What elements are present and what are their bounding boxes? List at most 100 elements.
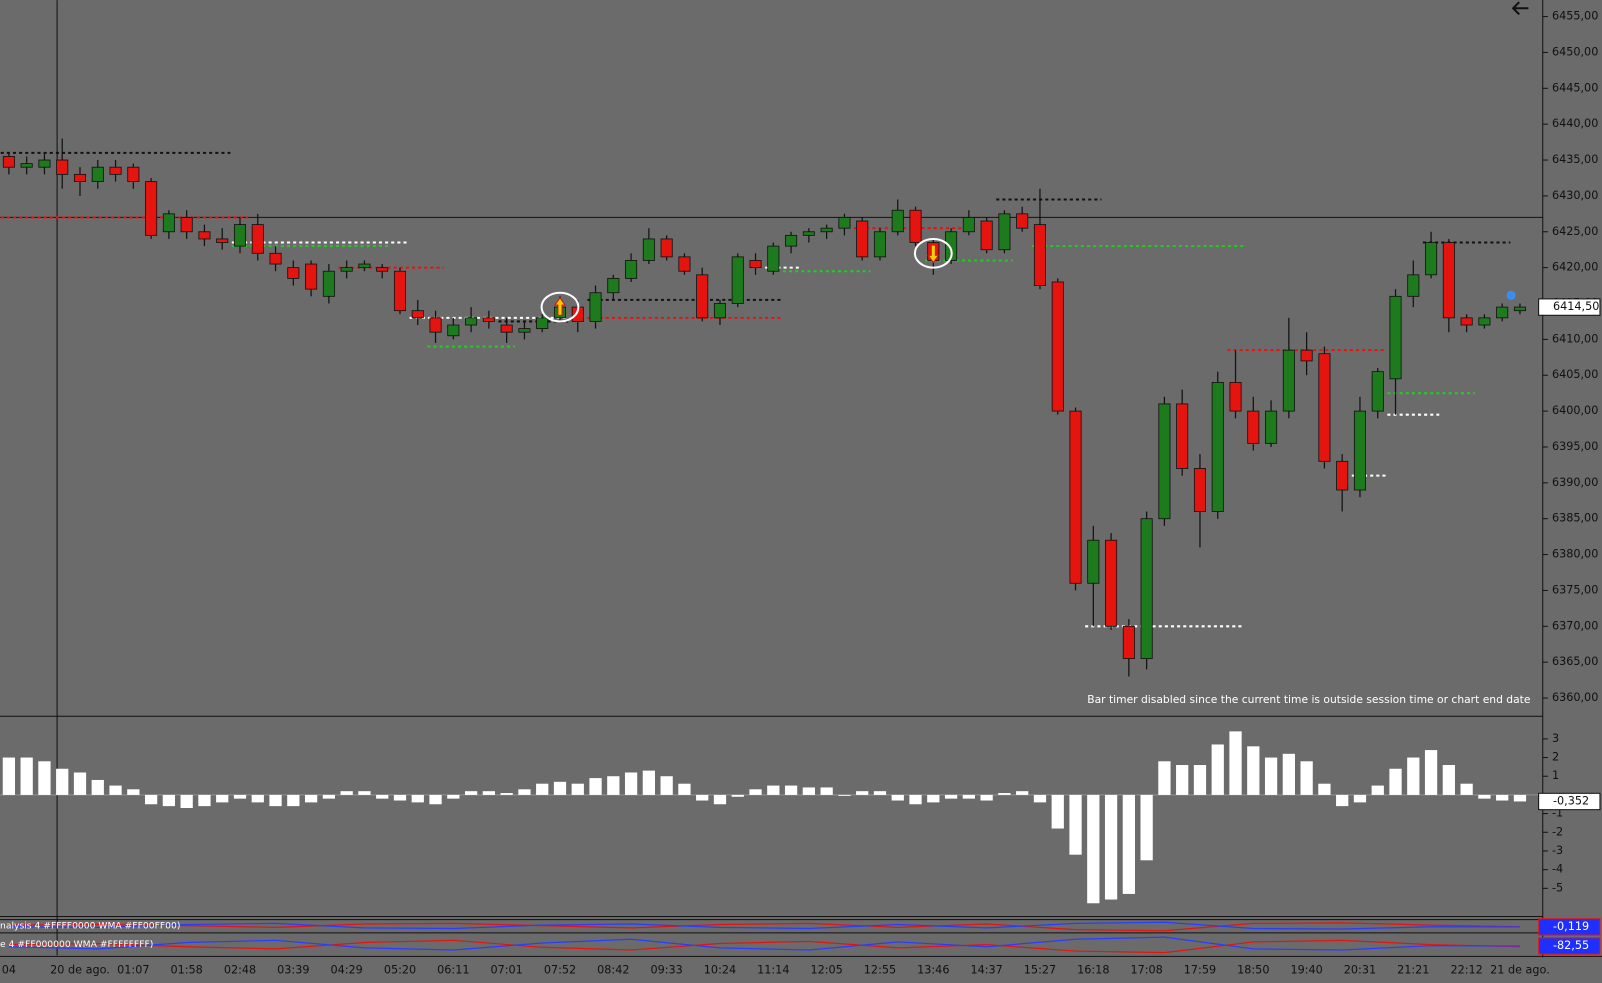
y-tick-label: 6435,00 xyxy=(1552,153,1598,166)
y-tick-label: 6380,00 xyxy=(1552,548,1598,561)
y-tick-label: 6375,00 xyxy=(1552,583,1598,596)
last-value-label: 6414,50 xyxy=(1553,300,1599,313)
histogram-bar xyxy=(1051,794,1064,829)
candle-body xyxy=(980,220,993,251)
last-value-box xyxy=(1538,918,1601,936)
histogram-bar xyxy=(1140,794,1153,861)
candle-body xyxy=(287,267,300,279)
candle-body xyxy=(1318,353,1331,462)
y-tick-label: 6405,00 xyxy=(1552,368,1598,381)
candle-body xyxy=(1176,403,1189,469)
candle-body xyxy=(1229,381,1242,412)
histogram-bar xyxy=(2,757,16,795)
histogram-bar xyxy=(216,794,229,803)
histogram-bar xyxy=(500,793,513,795)
candle-body xyxy=(1478,317,1491,326)
histogram-bar xyxy=(251,794,264,803)
x-tick-label: 12:55 xyxy=(864,964,896,977)
histogram-bar xyxy=(109,785,122,795)
candle-body xyxy=(873,231,887,258)
histogram-bar xyxy=(393,794,407,801)
histogram-bar xyxy=(1264,757,1278,795)
histogram-bar xyxy=(749,789,762,795)
candle-body xyxy=(251,224,264,254)
histogram-bar xyxy=(820,787,833,795)
y-tick-label: 6420,00 xyxy=(1552,261,1598,274)
y-tick-label: -2 xyxy=(1552,825,1563,838)
candle-body xyxy=(1389,295,1402,380)
histogram-bar xyxy=(56,768,69,795)
candle-body xyxy=(945,231,958,261)
y-tick-label: 6365,00 xyxy=(1552,655,1598,668)
x-tick-label: 03:39 xyxy=(277,964,309,977)
histogram-bar xyxy=(1442,765,1455,795)
candle-body xyxy=(802,231,815,236)
x-tick-label: 10:24 xyxy=(704,964,736,977)
candle-body xyxy=(749,260,762,269)
histogram-bar xyxy=(411,794,424,803)
candle-body xyxy=(376,267,389,272)
histogram-bar xyxy=(1389,768,1402,795)
histogram-bar xyxy=(447,794,460,799)
histogram-bar xyxy=(429,794,442,805)
candle-body xyxy=(909,209,922,243)
histogram-bar xyxy=(624,772,638,795)
x-tick-label: 05:20 xyxy=(384,964,416,977)
candle-body xyxy=(962,217,975,233)
candle-body xyxy=(607,277,620,294)
candle-body xyxy=(127,166,140,182)
indicator-title: e 4 #FF000000 WMA #FFFFFFFF) xyxy=(0,939,153,950)
candle-body xyxy=(73,173,87,182)
indicator-line xyxy=(8,922,1520,932)
x-tick-label: 09:33 xyxy=(650,964,682,977)
x-tick-label: 06:11 xyxy=(437,964,469,977)
histogram-bar xyxy=(269,794,282,807)
y-tick-label: 6440,00 xyxy=(1552,117,1598,130)
indicator-line xyxy=(8,921,1520,930)
signal-arrow xyxy=(553,297,567,316)
indicator-title: nalysis 4 #FFFF0000 WMA #FF00FF00) xyxy=(0,921,180,932)
candle-body xyxy=(1513,306,1526,312)
candle-body xyxy=(1353,410,1366,491)
histogram-bar xyxy=(1478,794,1491,799)
y-tick-label: -3 xyxy=(1552,844,1563,857)
histogram-bar xyxy=(1211,744,1224,795)
y-tick-label: 6360,00 xyxy=(1552,691,1598,704)
histogram-bar xyxy=(1282,753,1295,795)
histogram-bar xyxy=(1016,791,1029,795)
histogram-bar xyxy=(1371,785,1384,795)
y-tick-label: 6430,00 xyxy=(1552,189,1598,202)
x-tick-label: 17:08 xyxy=(1130,964,1162,977)
candle-body xyxy=(269,252,282,265)
histogram-bar xyxy=(1460,783,1473,795)
candle-body xyxy=(713,303,727,319)
histogram-bar xyxy=(678,783,691,795)
histogram-bar xyxy=(536,783,549,795)
x-tick-label: 19:40 xyxy=(1290,964,1322,977)
candle-body xyxy=(1407,274,1420,297)
candle-body xyxy=(1105,539,1118,627)
histogram-bar xyxy=(162,794,176,807)
candle-body xyxy=(162,213,175,233)
histogram-bar xyxy=(660,776,673,795)
histogram-bar xyxy=(1407,757,1420,795)
x-tick-label: 21 de ago. xyxy=(1490,964,1550,977)
back-arrow-icon[interactable] xyxy=(1511,1,1529,16)
candle-body xyxy=(500,324,513,333)
histogram-bar xyxy=(1158,761,1171,795)
y-tick-label: 6370,00 xyxy=(1552,619,1598,632)
x-tick-label: 01:07 xyxy=(117,964,149,977)
histogram-bar xyxy=(1318,783,1331,795)
histogram-bar xyxy=(73,772,87,795)
x-tick-label: 11:14 xyxy=(757,964,789,977)
candle-body xyxy=(305,263,318,290)
candle-body xyxy=(642,238,655,261)
histogram-bar xyxy=(1496,794,1509,801)
x-tick-label: 01:58 xyxy=(170,964,202,977)
histogram-bar xyxy=(287,794,300,807)
histogram-bar xyxy=(1069,794,1082,855)
histogram-bar xyxy=(482,791,496,795)
y-tick-label: 6400,00 xyxy=(1552,404,1598,417)
candle-body xyxy=(1016,213,1029,229)
candle-body xyxy=(1087,539,1100,584)
